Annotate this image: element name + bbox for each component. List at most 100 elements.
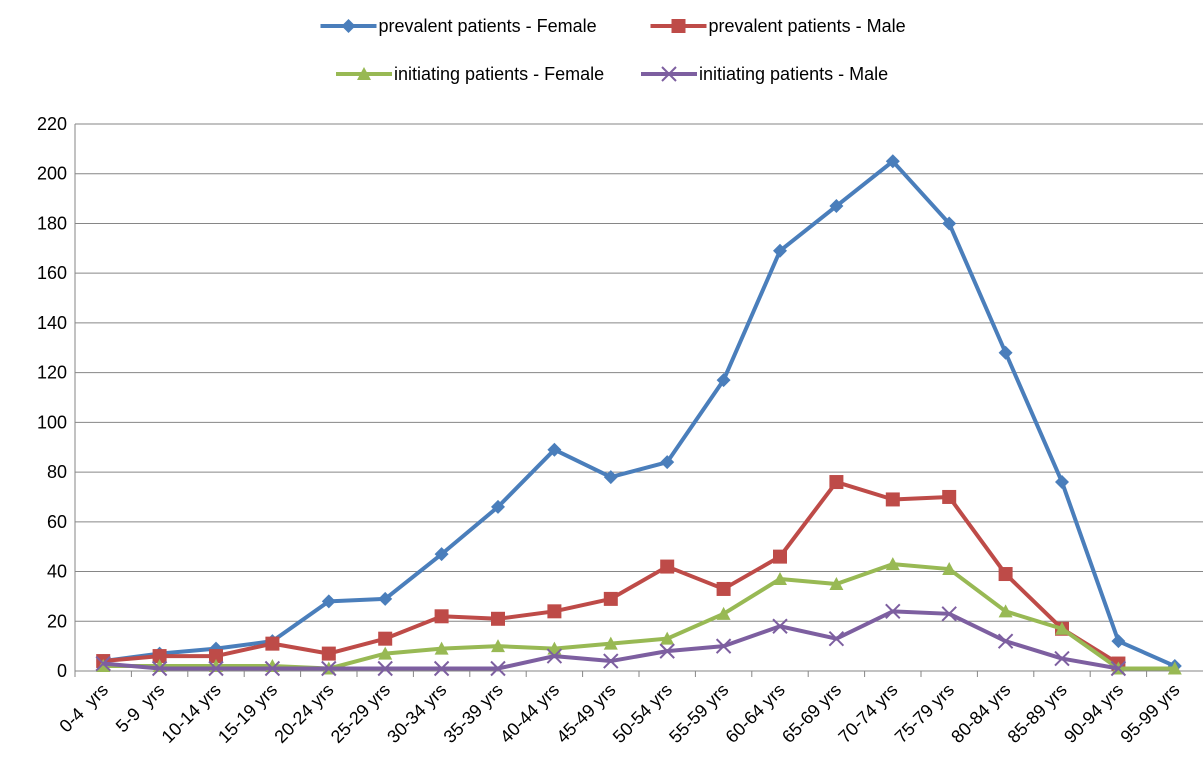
data-point [885,492,900,507]
data-point [378,591,393,606]
x-tick-label: 5-9 yrs [112,680,169,737]
series-line [102,159,1176,668]
x-tick-label: 15-19 yrs [214,680,281,747]
data-point [885,603,901,620]
y-tick-label: 180 [37,213,67,233]
y-tick-label: 60 [47,512,67,532]
legend-marker [671,19,686,33]
data-point [547,442,562,457]
data-point [942,489,957,504]
data-point [828,630,845,647]
data-point [715,638,732,654]
data-point [716,373,731,388]
data-point [152,649,167,664]
y-tick-label: 160 [37,263,67,283]
data-point [941,606,957,622]
data-point [378,631,393,646]
data-point [659,643,675,659]
data-point [773,243,787,258]
data-point [772,618,788,634]
data-point [997,633,1014,649]
y-tick-label: 200 [37,164,67,184]
data-point [829,475,844,490]
data-point [209,649,223,664]
data-point [603,591,618,606]
data-point [998,604,1013,618]
data-point [603,653,619,669]
data-point [434,609,449,624]
data-point [378,646,393,660]
data-point [885,557,900,571]
data-point [491,639,505,653]
data-point [321,594,336,609]
y-tick-label: 80 [47,462,67,482]
y-tick-label: 20 [47,611,67,631]
data-point [547,604,562,619]
data-point [151,660,168,677]
data-point [208,660,224,677]
data-point [321,646,336,661]
data-point [998,567,1013,582]
data-point [998,345,1013,360]
data-point [829,199,844,214]
data-point [321,660,337,677]
data-point [716,581,731,596]
data-point [1054,650,1070,667]
data-point [1111,634,1126,649]
data-point [829,576,844,590]
data-point [264,660,281,677]
legend-marker [661,66,677,82]
x-tick-label: 70-74 yrs [834,680,901,747]
data-point [603,636,618,650]
x-tick-label: 90-94 yrs [1060,680,1127,747]
y-tick-label: 140 [37,313,67,333]
data-point [265,636,280,651]
x-tick-label: 10-14 yrs [158,680,225,747]
x-tick-label: 40-44 yrs [496,680,563,747]
x-tick-label: 75-79 yrs [891,680,958,747]
series-line [103,480,1120,666]
x-tick-label: 20-24 yrs [270,680,337,747]
x-tick-label: 95-99 yrs [1116,680,1183,747]
data-point [434,641,449,655]
y-tick-label: 120 [37,363,67,383]
data-point [1055,621,1069,635]
series-line [103,562,1175,671]
data-point [603,470,618,485]
x-tick-label: 85-89 yrs [1004,680,1071,747]
x-tick-label: 35-39 yrs [440,680,507,747]
x-tick-label: 55-59 yrs [665,680,732,747]
data-point [942,216,957,231]
data-point [660,559,675,574]
legend-label: initiating patients - Male [699,64,888,84]
x-tick-label: 65-69 yrs [778,680,845,747]
legend-marker [341,19,356,33]
data-point [773,572,787,586]
x-tick-label: 80-84 yrs [947,680,1014,747]
x-tick-label: 30-34 yrs [383,680,450,747]
x-tick-label: 50-54 yrs [609,680,676,747]
legend-marker [357,67,371,80]
data-point [1055,475,1069,490]
legend-label: prevalent patients - Female [379,16,597,36]
data-point [885,154,900,169]
data-point [546,648,563,664]
y-tick-label: 40 [47,562,67,582]
data-point [490,660,506,677]
data-point [491,499,505,514]
x-tick-label: 45-49 yrs [552,680,619,747]
legend-label: prevalent patients - Male [709,16,906,36]
data-point [660,631,675,645]
y-tick-label: 100 [37,412,67,432]
legend-label: initiating patients - Female [394,64,604,84]
x-tick-label: 25-29 yrs [327,680,394,747]
data-point [491,611,505,626]
data-point [773,549,787,564]
y-tick-label: 0 [57,661,67,681]
data-point [660,455,675,470]
data-point [434,547,449,562]
data-point [1110,660,1127,677]
data-point [716,606,731,620]
